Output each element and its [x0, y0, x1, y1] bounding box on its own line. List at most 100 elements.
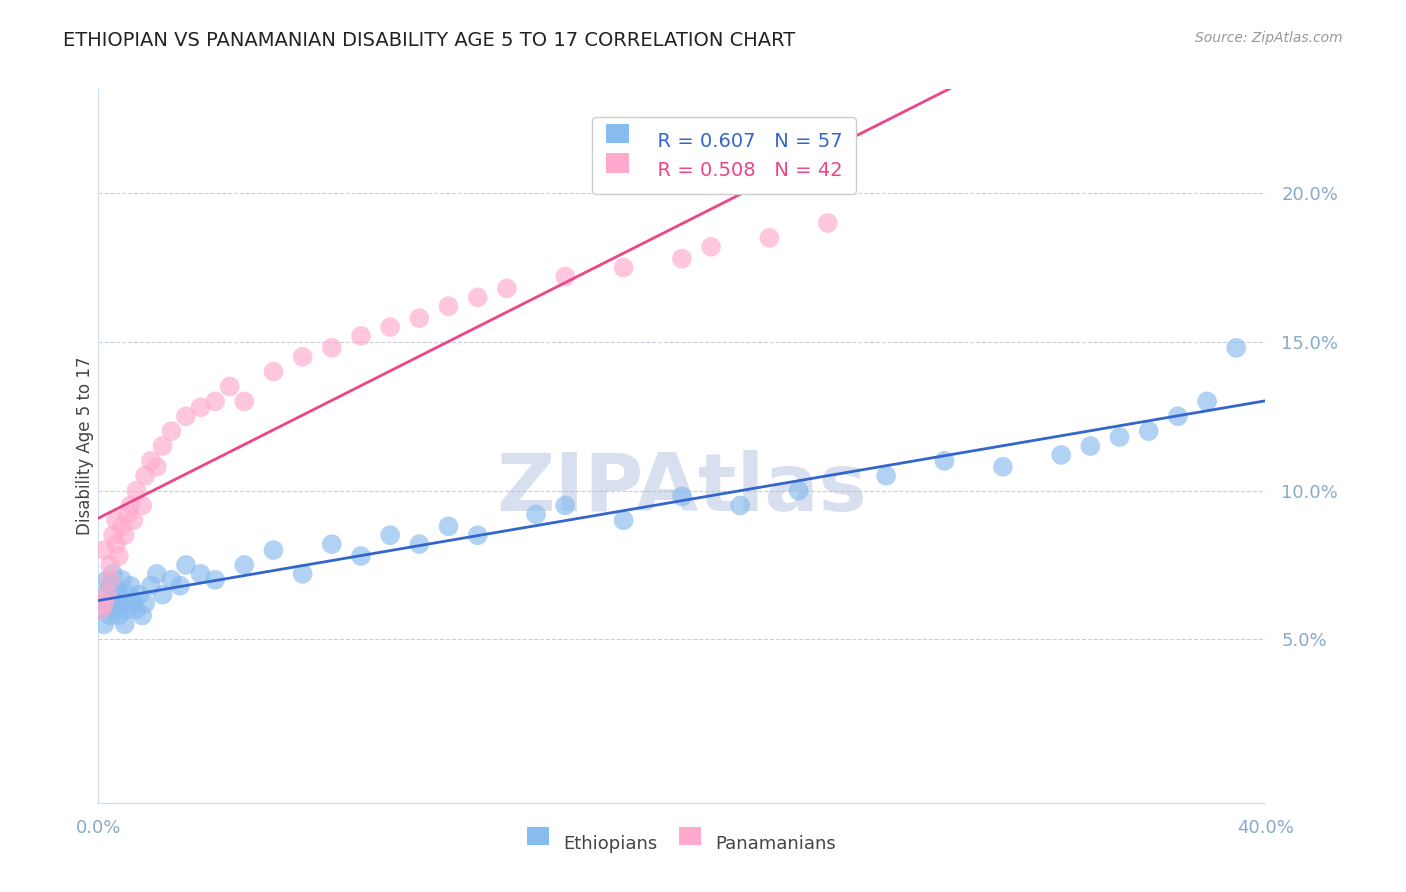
Point [321, 537, 343, 551]
Point [262, 543, 284, 558]
Point [152, 439, 174, 453]
Point [554, 499, 576, 513]
Point [262, 365, 284, 379]
Point [134, 597, 156, 611]
Point [98, 573, 121, 587]
Point [117, 602, 139, 616]
Point [233, 558, 256, 572]
Point [1108, 430, 1130, 444]
Point [787, 483, 810, 498]
Text: Source: ZipAtlas.com: Source: ZipAtlas.com [1195, 31, 1343, 45]
Point [204, 394, 226, 409]
Point [96, 588, 118, 602]
Point [408, 537, 430, 551]
Point [101, 593, 124, 607]
Point [730, 499, 752, 513]
Point [1137, 424, 1160, 438]
Point [108, 549, 131, 563]
Text: ZIPAtlas: ZIPAtlas [496, 450, 868, 528]
Point [146, 459, 169, 474]
Point [190, 566, 212, 581]
Point [90, 602, 112, 616]
Point [190, 401, 212, 415]
Point [111, 573, 134, 587]
Point [104, 602, 127, 616]
Point [160, 573, 183, 587]
Point [875, 468, 897, 483]
Point [671, 490, 693, 504]
Point [218, 379, 240, 393]
Point [125, 602, 148, 616]
Point [114, 528, 136, 542]
Point [96, 573, 118, 587]
Point [169, 579, 191, 593]
Point [1050, 448, 1073, 462]
Point [93, 617, 115, 632]
Point [1195, 394, 1218, 409]
Point [467, 290, 489, 304]
Point [120, 579, 142, 593]
Point [131, 499, 153, 513]
Point [122, 597, 145, 611]
Point [524, 508, 547, 522]
Point [380, 320, 402, 334]
Point [93, 543, 115, 558]
Point [467, 528, 489, 542]
Point [93, 597, 115, 611]
Point [98, 558, 121, 572]
Point [671, 252, 693, 266]
Point [111, 519, 134, 533]
Point [612, 260, 634, 275]
Point [90, 602, 112, 616]
Point [817, 216, 839, 230]
Y-axis label: Disability Age 5 to 17: Disability Age 5 to 17 [76, 357, 94, 535]
Point [125, 483, 148, 498]
Point [101, 566, 124, 581]
Point [146, 566, 169, 581]
Point [1080, 439, 1102, 453]
Point [111, 597, 134, 611]
Point [93, 588, 115, 602]
Point [554, 269, 576, 284]
Point [437, 519, 460, 533]
Point [139, 579, 162, 593]
Point [700, 240, 723, 254]
Point [204, 573, 226, 587]
Point [612, 513, 634, 527]
Point [350, 549, 373, 563]
Point [98, 608, 121, 623]
Point [934, 454, 956, 468]
Point [108, 608, 131, 623]
Point [758, 231, 780, 245]
Text: ETHIOPIAN VS PANAMANIAN DISABILITY AGE 5 TO 17 CORRELATION CHART: ETHIOPIAN VS PANAMANIAN DISABILITY AGE 5… [63, 31, 796, 50]
Point [152, 588, 174, 602]
Point [496, 281, 519, 295]
Point [1167, 409, 1189, 424]
Point [321, 341, 343, 355]
Point [108, 588, 131, 602]
Point [104, 513, 127, 527]
Point [1225, 341, 1247, 355]
Point [120, 499, 142, 513]
Point [114, 617, 136, 632]
Point [174, 409, 197, 424]
Point [117, 588, 139, 602]
Point [139, 454, 162, 468]
Point [122, 513, 145, 527]
Point [160, 424, 183, 438]
Point [98, 579, 121, 593]
Point [350, 329, 373, 343]
Point [437, 299, 460, 313]
Point [104, 537, 127, 551]
Legend: Ethiopians, Panamanians: Ethiopians, Panamanians [519, 824, 845, 862]
Point [96, 597, 118, 611]
Point [233, 394, 256, 409]
Point [104, 582, 127, 596]
Point [408, 311, 430, 326]
Point [134, 468, 156, 483]
Point [117, 508, 139, 522]
Point [101, 528, 124, 542]
Point [380, 528, 402, 542]
Point [291, 350, 314, 364]
Point [128, 588, 150, 602]
